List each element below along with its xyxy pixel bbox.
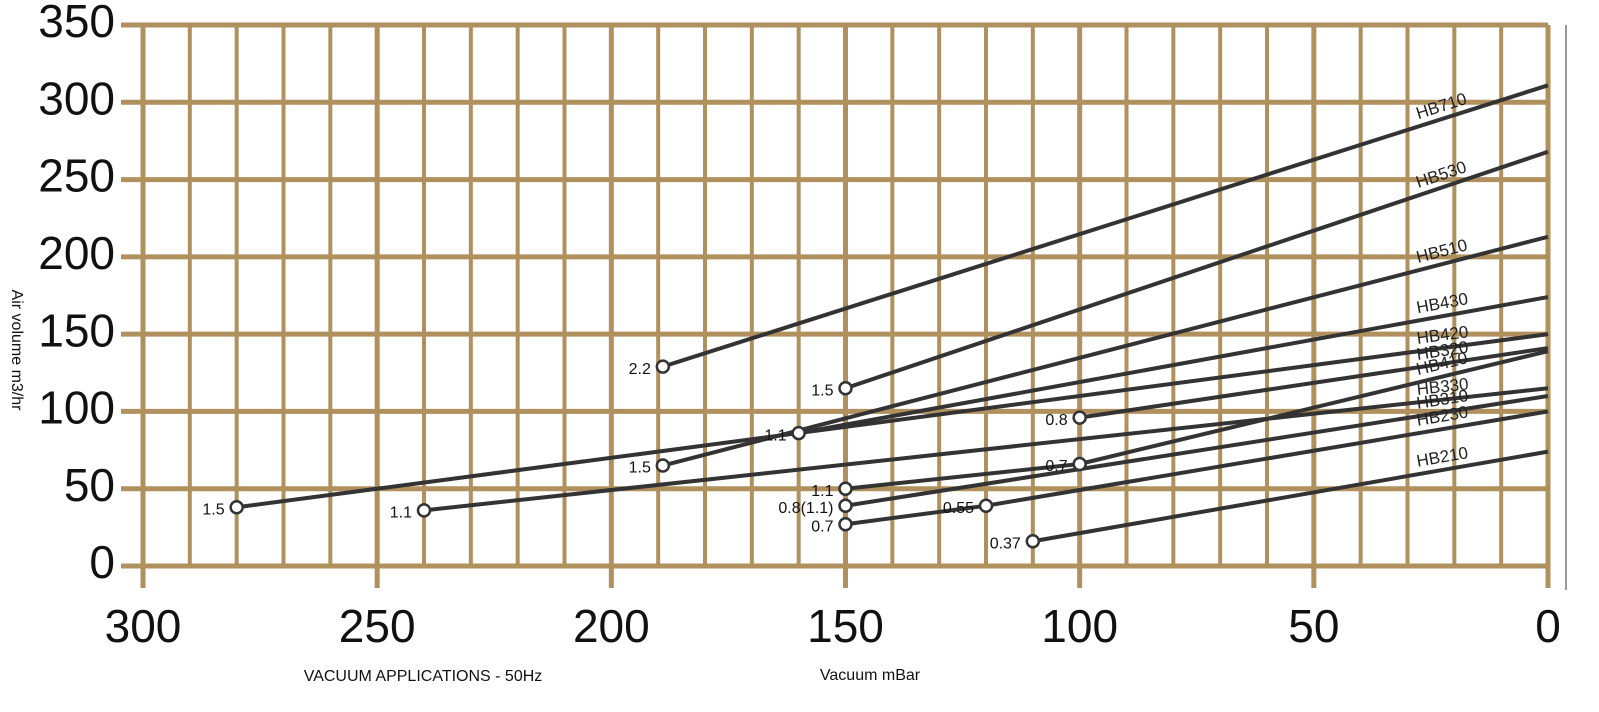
series-line [662,234,1549,468]
point-marker [838,498,853,513]
point-marker [791,425,806,441]
point-label: 1.5 [629,460,651,477]
point-marker [1072,456,1087,472]
x-axis-title: Vacuum mBar [820,667,921,684]
point-label: 1.5 [811,382,833,399]
series-line [844,149,1549,391]
x-tick-label: 250 [339,600,416,652]
y-axis-title: Air volume m3/hr [8,290,25,412]
point-label: 0.7 [811,518,833,535]
point-label: 1.5 [202,501,224,518]
point-label: 1.1 [764,427,786,444]
x-tick-label: 200 [573,600,650,652]
y-tick-label: 350 [38,0,115,47]
point-label: 0.7 [1045,458,1067,475]
footer: VACUUM APPLICATIONS - 50Hz [304,668,543,685]
series-line [1079,346,1549,420]
x-tick-label: 150 [807,600,884,652]
series-line [1032,449,1549,544]
x-tick-label: 50 [1288,600,1339,652]
point-label: 0.55 [943,500,974,517]
x-tick-label: 100 [1041,600,1118,652]
point-marker [655,458,671,473]
point-marker [1072,410,1087,425]
point-marker [1025,534,1041,549]
series-line [662,83,1549,369]
series-line [798,295,1549,436]
point-label: 2.2 [629,361,651,378]
y-tick-label: 250 [38,150,115,202]
point-label: 1.1 [811,483,833,500]
point-label: 0.37 [990,535,1021,552]
x-tick-label: 300 [105,600,182,652]
y-tick-label: 200 [38,227,115,279]
y-tick-label: 150 [38,304,115,356]
y-tick-label: 300 [38,72,115,124]
point-marker [416,503,432,518]
y-tick-label: 50 [64,459,115,511]
point-label: 1.1 [390,505,412,522]
point-marker [838,380,853,396]
y-tick-label: 0 [89,536,115,588]
point-marker [978,498,994,513]
point-marker [838,517,853,532]
y-tick-label: 100 [38,382,115,434]
point-marker [229,500,244,515]
point-marker [838,481,853,496]
point-label: 0.8 [1045,412,1067,429]
series-line [236,332,1549,510]
series-line [845,393,1549,508]
x-tick-label: 0 [1535,600,1561,652]
point-marker [655,359,671,374]
point-label: 0.8(1.1) [778,500,833,517]
series-line [423,386,1549,513]
